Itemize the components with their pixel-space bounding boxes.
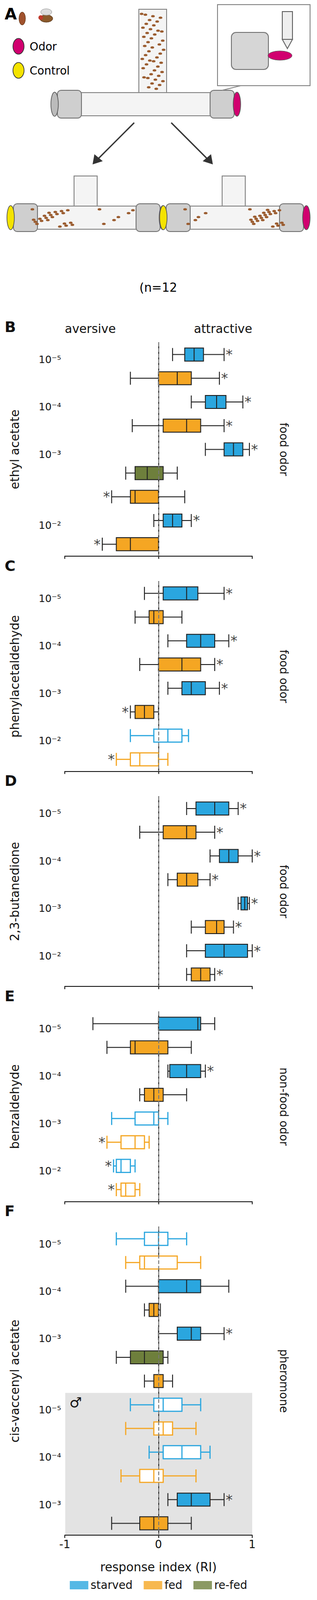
- svg-text:*: *: [216, 823, 224, 840]
- svg-text:*: *: [206, 1062, 214, 1079]
- svg-text:*: *: [225, 584, 233, 602]
- svg-text:*: *: [192, 511, 200, 529]
- svg-text:10⁻³: 10⁻³: [38, 448, 62, 460]
- svg-text:fed: fed: [164, 1577, 183, 1591]
- svg-text:aversive: aversive: [64, 321, 116, 336]
- svg-text:response index (RI): response index (RI): [100, 1559, 218, 1573]
- svg-text:*: *: [221, 679, 229, 697]
- svg-text:F: F: [4, 1201, 15, 1219]
- svg-text:*: *: [250, 894, 258, 911]
- svg-text:10⁻⁴: 10⁻⁴: [38, 1069, 62, 1082]
- svg-text:ethyl acetate: ethyl acetate: [7, 409, 22, 489]
- svg-text:*: *: [107, 1180, 115, 1197]
- svg-text:10⁻³: 10⁻³: [38, 901, 62, 914]
- svg-text:*: *: [225, 417, 233, 434]
- svg-text:food odor: food odor: [277, 864, 291, 918]
- svg-text:*: *: [105, 1156, 112, 1174]
- svg-text:10⁻³: 10⁻³: [38, 1331, 62, 1344]
- svg-text:*: *: [250, 441, 258, 458]
- svg-text:10⁻³: 10⁻³: [38, 1117, 62, 1129]
- svg-text:10⁻⁵: 10⁻⁵: [38, 1237, 62, 1250]
- svg-text:♂: ♂: [69, 1393, 82, 1410]
- svg-text:0: 0: [155, 1536, 162, 1550]
- svg-text:cis-vaccenyl acetate: cis-vaccenyl acetate: [7, 1318, 22, 1442]
- svg-text:10⁻⁴: 10⁻⁴: [38, 1450, 62, 1462]
- svg-text:10⁻⁵: 10⁻⁵: [38, 1022, 62, 1034]
- svg-text:10⁻²: 10⁻²: [38, 519, 62, 531]
- svg-text:1: 1: [248, 1536, 256, 1550]
- svg-text:10⁻⁴: 10⁻⁴: [38, 854, 62, 867]
- svg-text:D: D: [4, 771, 18, 790]
- svg-text:*: *: [107, 750, 115, 767]
- svg-text:Control: Control: [29, 64, 70, 78]
- svg-text:10⁻⁵: 10⁻⁵: [38, 1403, 62, 1415]
- svg-text:10⁻⁵: 10⁻⁵: [38, 353, 62, 366]
- svg-text:benzaldehyde: benzaldehyde: [7, 1063, 22, 1149]
- svg-text:*: *: [216, 965, 224, 983]
- svg-text:food odor: food odor: [277, 422, 291, 476]
- svg-text:-1: -1: [59, 1536, 71, 1550]
- svg-text:10⁻⁴: 10⁻⁴: [38, 639, 62, 652]
- svg-text:*: *: [98, 1133, 106, 1150]
- svg-text:2,3-butanedione: 2,3-butanedione: [7, 841, 22, 941]
- svg-text:*: *: [254, 942, 262, 959]
- svg-text:phenylacetaldehyde: phenylacetaldehyde: [7, 614, 22, 738]
- svg-text:10⁻²: 10⁻²: [38, 949, 62, 962]
- svg-text:Odor: Odor: [29, 40, 57, 54]
- svg-text:pheromone: pheromone: [277, 1348, 291, 1412]
- svg-text:10⁻²: 10⁻²: [38, 1164, 62, 1176]
- svg-text:re-fed: re-fed: [214, 1577, 248, 1591]
- svg-text:*: *: [103, 488, 111, 505]
- svg-text:E: E: [4, 986, 15, 1005]
- svg-text:attractive: attractive: [193, 321, 253, 336]
- svg-text:starved: starved: [90, 1577, 133, 1591]
- svg-text:*: *: [211, 870, 219, 888]
- svg-text:*: *: [230, 632, 238, 649]
- svg-text:C: C: [4, 556, 16, 575]
- svg-text:10⁻⁵: 10⁻⁵: [38, 592, 62, 604]
- svg-text:*: *: [235, 918, 243, 935]
- svg-text:*: *: [225, 1324, 233, 1341]
- svg-text:*: *: [216, 655, 224, 672]
- svg-text:*: *: [221, 369, 229, 386]
- svg-text:10⁻⁴: 10⁻⁴: [38, 1284, 62, 1297]
- svg-text:A: A: [4, 4, 18, 24]
- svg-text:(n=12: (n=12: [139, 280, 178, 295]
- svg-text:10⁻²: 10⁻²: [38, 734, 62, 746]
- svg-text:10⁻⁵: 10⁻⁵: [38, 807, 62, 819]
- svg-text:10⁻³: 10⁻³: [38, 1497, 62, 1510]
- svg-text:*: *: [225, 346, 233, 363]
- svg-text:10⁻⁴: 10⁻⁴: [38, 400, 62, 413]
- svg-text:B: B: [4, 317, 16, 336]
- svg-text:*: *: [244, 393, 252, 410]
- svg-text:food odor: food odor: [277, 649, 291, 703]
- svg-text:*: *: [254, 847, 262, 864]
- svg-text:*: *: [121, 703, 129, 720]
- svg-text:*: *: [239, 799, 247, 816]
- svg-text:*: *: [225, 1490, 233, 1507]
- svg-text:*: *: [93, 535, 101, 553]
- svg-text:10⁻³: 10⁻³: [38, 687, 62, 699]
- svg-text:non-food odor: non-food odor: [277, 1066, 291, 1145]
